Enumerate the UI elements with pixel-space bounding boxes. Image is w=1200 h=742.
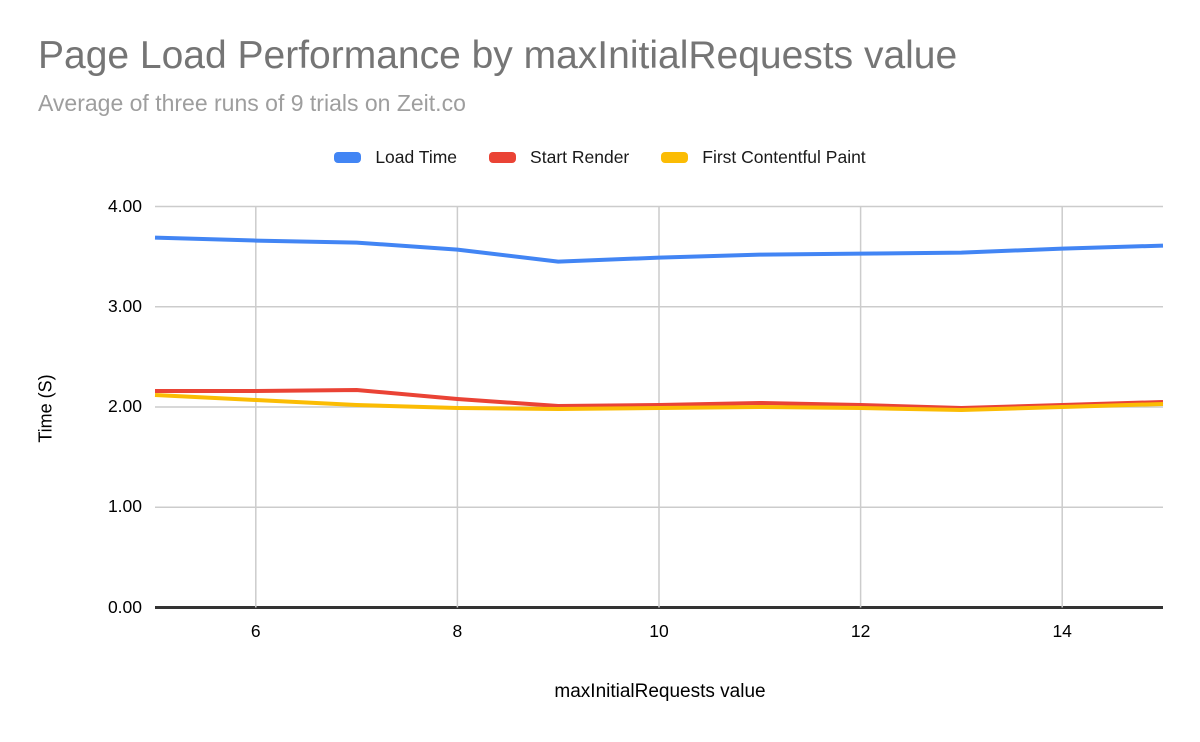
x-tick-label: 8 (452, 620, 463, 641)
legend-swatch-icon (334, 151, 362, 163)
chart-legend: Load Time Start Render First Contentful Pa… (0, 144, 1200, 170)
x-tick-label: 14 (1052, 620, 1072, 641)
x-tick-label: 10 (649, 620, 669, 641)
series-line-start-render (155, 387, 1164, 411)
legend-item-start-render: Start Render (489, 147, 629, 168)
series-line-load-time (154, 235, 1164, 264)
legend-label: Start Render (530, 146, 630, 167)
y-tick-label: 2.00 (107, 396, 142, 416)
chart-title: Page Load Performance by maxInitialReque… (38, 34, 958, 77)
y-axis-title: Time (S) (35, 374, 56, 443)
x-tick-label: 6 (250, 620, 261, 641)
series-line-first-contentful-paint (154, 392, 1164, 413)
x-tick-label: 12 (850, 620, 871, 641)
legend-swatch-icon (489, 151, 517, 163)
legend-item-load-time: Load Time (334, 147, 457, 168)
x-axis-title: maxInitialRequests value (554, 681, 766, 702)
y-tick-label: 1.00 (107, 496, 142, 517)
legend-label: First Contentful Paint (702, 146, 866, 167)
y-tick-label: 0.00 (107, 596, 142, 617)
chart-subtitle: Average of three runs of 9 trials on Zei… (38, 90, 466, 116)
legend-item-first-contentful-paint: First Contentful Paint (661, 146, 866, 168)
legend-label: Load Time (375, 146, 458, 167)
y-tick-label: 4.00 (107, 195, 142, 216)
y-tick-label: 3.00 (107, 295, 142, 316)
legend-swatch-icon (661, 151, 689, 163)
